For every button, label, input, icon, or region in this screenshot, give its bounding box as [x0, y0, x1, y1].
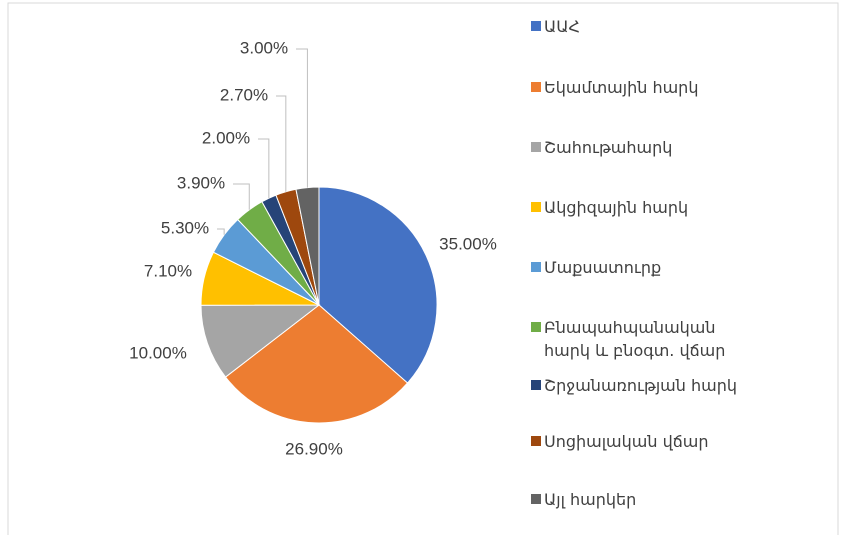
leader-line: [258, 138, 270, 199]
data-label: 2.00%: [202, 128, 250, 147]
data-label: 3.00%: [240, 38, 288, 57]
leader-line: [296, 48, 308, 188]
legend-label: Այլ հարկեր: [544, 490, 637, 509]
data-label: 5.30%: [161, 218, 209, 237]
legend-swatch: [531, 380, 541, 390]
legend-swatch: [531, 21, 541, 31]
legend-swatch: [531, 262, 541, 272]
legend-item: ԱԱՀ: [531, 15, 831, 38]
legend-label: Շրջանառության հարկ: [544, 376, 737, 395]
legend-swatch: [531, 494, 541, 504]
legend-item: Շրջանառության հարկ: [531, 374, 831, 397]
legend-item: Մաքսատուրք: [531, 256, 831, 279]
legend-swatch: [531, 202, 541, 212]
leader-line: [276, 95, 287, 192]
data-label: 26.90%: [285, 439, 343, 458]
legend-swatch: [531, 82, 541, 92]
frame: [7, 2, 839, 535]
legend-label: Շահութահարկ: [544, 138, 673, 157]
legend-item: Սոցիալական վճար: [531, 430, 831, 453]
pie-slice: [318, 186, 438, 384]
legend-label: ԱԱՀ: [544, 17, 580, 36]
legend-label: Բնապահպանական հարկ և բնօգտ. վճար: [544, 318, 726, 360]
leader-line: [217, 228, 225, 235]
legend-swatch: [531, 322, 541, 332]
legend-item: Բնապահպանական հարկ և բնօգտ. վճար: [531, 316, 831, 362]
legend-item: Շահութահարկ: [531, 136, 831, 159]
legend-label: Ակցիզային հարկ: [544, 198, 689, 217]
pie-slice: [200, 304, 321, 378]
data-label: 10.00%: [129, 343, 187, 362]
legend-item: Ակցիզային հարկ: [531, 196, 831, 219]
legend-label: Եկամտային հարկ: [544, 78, 699, 97]
legend-label: Մաքսատուրք: [544, 258, 662, 277]
leader-line: [233, 183, 250, 210]
data-label: 3.90%: [177, 173, 225, 192]
legend-swatch: [531, 436, 541, 446]
pie-slice: [224, 304, 409, 424]
legend-item: Այլ հարկեր: [531, 488, 831, 511]
data-label: 7.10%: [144, 261, 192, 280]
legend-item: Եկամտային հարկ: [531, 76, 831, 99]
data-label: 2.70%: [220, 85, 268, 104]
data-label: 35.00%: [439, 234, 497, 253]
legend-swatch: [531, 142, 541, 152]
legend-label: Սոցիալական վճար: [544, 432, 709, 451]
